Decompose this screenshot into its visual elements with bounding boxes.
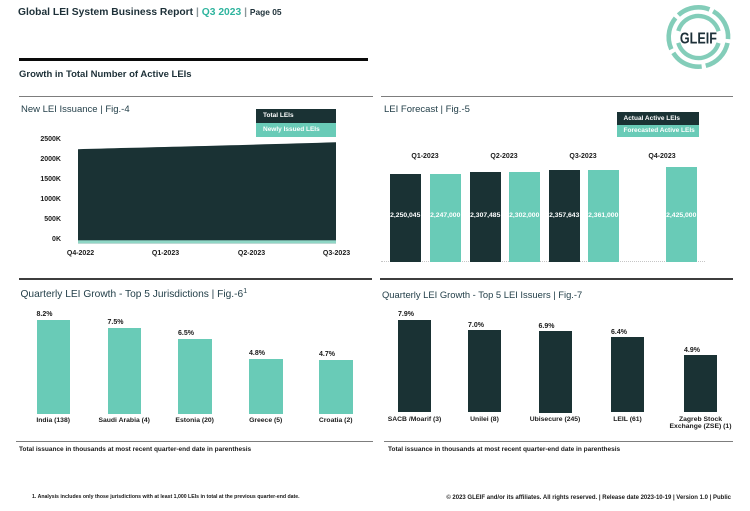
svg-text:GLEIF: GLEIF — [680, 31, 717, 48]
